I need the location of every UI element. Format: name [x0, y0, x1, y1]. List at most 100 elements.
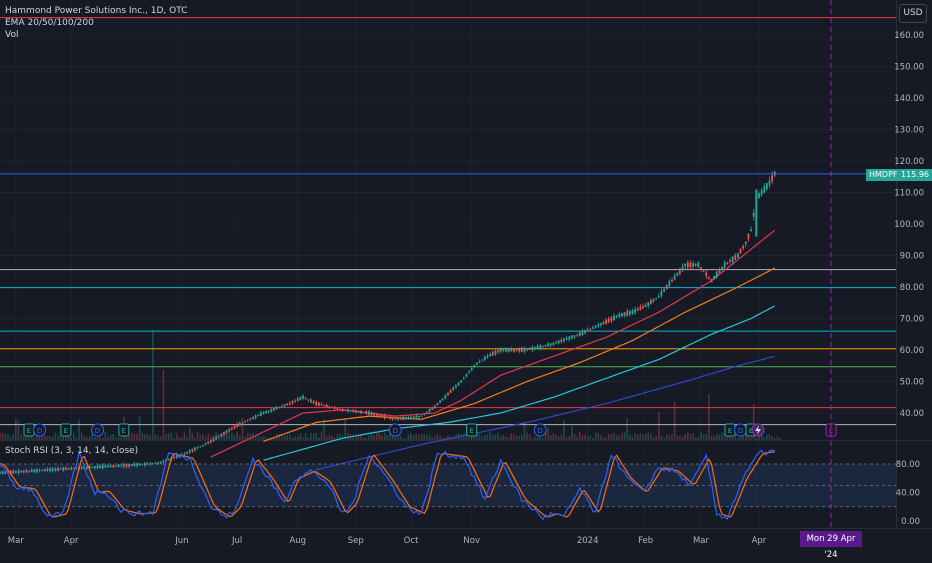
candle-body[interactable] [346, 409, 349, 412]
candle-body[interactable] [294, 400, 297, 402]
candle-body[interactable] [602, 321, 605, 325]
candle-body[interactable] [528, 349, 531, 350]
candle-body[interactable] [657, 295, 660, 298]
candle-body[interactable] [288, 402, 291, 405]
candle-body[interactable] [407, 417, 410, 419]
candle-body[interactable] [526, 349, 528, 351]
candle-body[interactable] [315, 401, 318, 406]
candle-body[interactable] [547, 343, 550, 347]
candle-body[interactable] [478, 361, 481, 363]
candle-body[interactable] [452, 387, 455, 391]
candle-body[interactable] [394, 418, 397, 420]
candle-body[interactable] [739, 249, 742, 254]
candle-body[interactable] [28, 470, 30, 472]
candle-body[interactable] [568, 336, 571, 340]
candle-body[interactable] [455, 385, 457, 388]
candle-body[interactable] [771, 175, 774, 182]
candle-body[interactable] [281, 405, 283, 407]
candle-body[interactable] [397, 418, 399, 420]
candle-body[interactable] [357, 411, 360, 413]
candle-body[interactable] [59, 468, 62, 470]
candle-body[interactable] [502, 349, 505, 351]
candle-body[interactable] [615, 316, 618, 318]
candle-body[interactable] [341, 408, 344, 411]
candle-body[interactable] [333, 407, 336, 409]
candle-body[interactable] [652, 298, 655, 302]
candle-body[interactable] [436, 403, 439, 406]
candle-body[interactable] [468, 371, 470, 373]
candle-body[interactable] [138, 463, 141, 466]
candle-body[interactable] [592, 327, 594, 329]
candle-body[interactable] [231, 427, 233, 430]
candle-body[interactable] [570, 335, 573, 339]
candle-body[interactable] [644, 304, 647, 307]
candle-body[interactable] [112, 464, 115, 468]
candle-body[interactable] [639, 306, 642, 311]
candle-body[interactable] [510, 348, 513, 352]
candle-body[interactable] [173, 457, 175, 459]
candle-body[interactable] [655, 297, 658, 299]
candle-body[interactable] [70, 467, 73, 470]
candle-body[interactable] [560, 339, 563, 342]
candle-body[interactable] [694, 263, 697, 266]
candle-body[interactable] [49, 468, 51, 472]
candle-body[interactable] [610, 317, 613, 322]
candle-body[interactable] [515, 349, 518, 351]
candle-body[interactable] [383, 415, 386, 419]
candle-body[interactable] [14, 471, 17, 473]
candle-body[interactable] [259, 412, 262, 416]
candle-body[interactable] [275, 407, 278, 410]
volume-legend[interactable]: Vol [5, 30, 19, 40]
candle-body[interactable] [626, 311, 629, 316]
candle-body[interactable] [534, 347, 536, 349]
stoch-k-line[interactable] [0, 449, 775, 521]
candle-body[interactable] [278, 407, 281, 408]
candle-body[interactable] [64, 467, 67, 471]
candle-body[interactable] [241, 422, 244, 424]
candle-body[interactable] [202, 444, 204, 446]
candle-body[interactable] [613, 315, 615, 321]
candle-body[interactable] [462, 377, 465, 379]
candle-body[interactable] [404, 417, 407, 419]
candle-body[interactable] [447, 393, 449, 396]
candle-body[interactable] [581, 331, 584, 335]
candle-body[interactable] [497, 350, 499, 353]
candle-body[interactable] [320, 404, 323, 406]
candle-body[interactable] [146, 463, 149, 465]
candle-body[interactable] [88, 466, 91, 469]
candle-body[interactable] [291, 401, 294, 404]
candle-body[interactable] [191, 449, 194, 452]
candle-body[interactable] [223, 432, 225, 435]
candle-body[interactable] [62, 467, 65, 471]
candle-body[interactable] [636, 308, 639, 311]
candle-body[interactable] [344, 409, 347, 411]
candle-body[interactable] [360, 410, 362, 414]
candle-body[interactable] [689, 262, 692, 268]
candle-body[interactable] [700, 267, 702, 269]
candle-body[interactable] [589, 328, 592, 330]
candle-body[interactable] [679, 268, 681, 274]
candle-body[interactable] [188, 450, 191, 453]
candle-body[interactable] [686, 262, 689, 268]
candle-body[interactable] [12, 470, 15, 474]
candle-body[interactable] [373, 412, 376, 416]
candle-body[interactable] [22, 470, 25, 473]
candle-body[interactable] [552, 342, 555, 345]
candle-body[interactable] [370, 412, 373, 415]
candle-body[interactable] [317, 402, 320, 406]
candle-body[interactable] [270, 408, 273, 412]
dividend-marker[interactable] [533, 423, 547, 437]
candle-body[interactable] [726, 262, 729, 264]
candle-body[interactable] [25, 469, 28, 473]
candle-body[interactable] [623, 312, 626, 316]
candle-body[interactable] [125, 464, 128, 467]
stoch-d-line[interactable] [0, 451, 775, 518]
candle-body[interactable] [676, 273, 679, 276]
candle-body[interactable] [763, 186, 766, 193]
candle-body[interactable] [104, 465, 107, 468]
candle-body[interactable] [736, 253, 739, 258]
candle-body[interactable] [460, 380, 463, 383]
candle-body[interactable] [760, 190, 763, 195]
candle-body[interactable] [489, 353, 492, 357]
candle-body[interactable] [441, 398, 444, 400]
